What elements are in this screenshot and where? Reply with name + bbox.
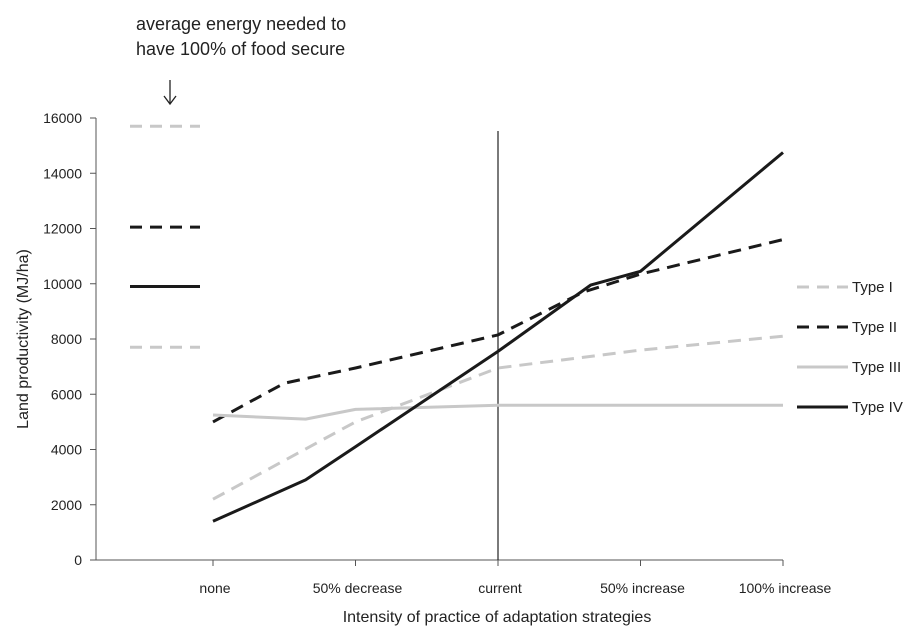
y-tick-label: 10000 — [43, 276, 82, 292]
y-tick-label: 8000 — [51, 331, 82, 347]
series-lines — [212, 151, 784, 523]
y-tick-label: 6000 — [51, 386, 82, 402]
y-tick-label: 14000 — [43, 165, 82, 181]
annotation-text: average energy needed to have 100% of fo… — [136, 12, 346, 62]
y-tick-label: 4000 — [51, 442, 82, 458]
legend: Type I Type II Type III Type IV — [797, 279, 903, 416]
series-line-type-iii — [212, 403, 783, 421]
x-axis-title: Intensity of practice of adaptation stra… — [343, 609, 652, 626]
y-axis-title: Land productivity (MJ/ha) — [15, 249, 32, 429]
y-tick-label: 12000 — [43, 221, 82, 237]
x-tick-label: current — [478, 580, 522, 596]
x-tick-label: 50% increase — [600, 580, 685, 596]
legend-label-type-iii: Type III — [852, 359, 901, 376]
y-tick-label: 2000 — [51, 497, 82, 513]
series-line-type-ii — [212, 238, 784, 424]
arrow-head — [163, 95, 177, 106]
annotation-arrow — [163, 80, 177, 106]
y-tick-label: 16000 — [43, 110, 82, 126]
axes: 0 2000 4000 6000 8000 10000 12000 14000 16000 non… — [43, 110, 831, 596]
series-line-type-iv — [212, 151, 784, 523]
y-tick-label: 0 — [74, 552, 82, 568]
x-tick-label: 100% increase — [739, 580, 832, 596]
x-tick-label: 50% decrease — [313, 580, 403, 596]
legend-label-type-ii: Type II — [852, 319, 897, 336]
series-line-type-i — [212, 334, 784, 501]
food-secure-reference-dashes — [130, 124, 200, 349]
annotation-line-2: have 100% of food secure — [136, 39, 346, 59]
legend-label-type-iv: Type IV — [852, 399, 903, 416]
x-tick-label: none — [199, 580, 230, 596]
annotation-line-1: average energy needed to — [136, 14, 347, 34]
legend-label-type-i: Type I — [852, 279, 893, 296]
